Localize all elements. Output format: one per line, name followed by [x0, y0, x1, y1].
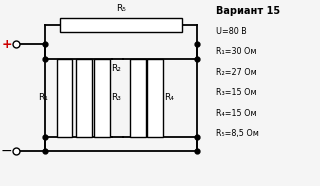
Text: R₁: R₁ [38, 93, 48, 102]
Bar [94, 59, 110, 137]
Bar [147, 59, 163, 137]
Bar [57, 59, 72, 137]
Text: Вариант 15: Вариант 15 [216, 6, 281, 16]
Text: −: − [1, 144, 12, 158]
Text: R₅=8,5 Ом: R₅=8,5 Ом [216, 129, 259, 138]
Text: R₄=15 Ом: R₄=15 Ом [216, 109, 257, 118]
Text: U=80 В: U=80 В [216, 27, 247, 36]
Text: R₂=27 Ом: R₂=27 Ом [216, 68, 257, 77]
Text: R₁=30 Ом: R₁=30 Ом [216, 47, 257, 56]
Bar [76, 59, 92, 137]
Text: +: + [1, 38, 12, 51]
Text: R₂: R₂ [112, 64, 121, 73]
Bar [130, 59, 146, 137]
Text: R₃=15 Ом: R₃=15 Ом [216, 88, 257, 97]
Text: R₅: R₅ [116, 4, 126, 13]
Text: R₃: R₃ [112, 93, 121, 102]
Text: R₄: R₄ [164, 93, 174, 102]
Bar [60, 18, 182, 32]
